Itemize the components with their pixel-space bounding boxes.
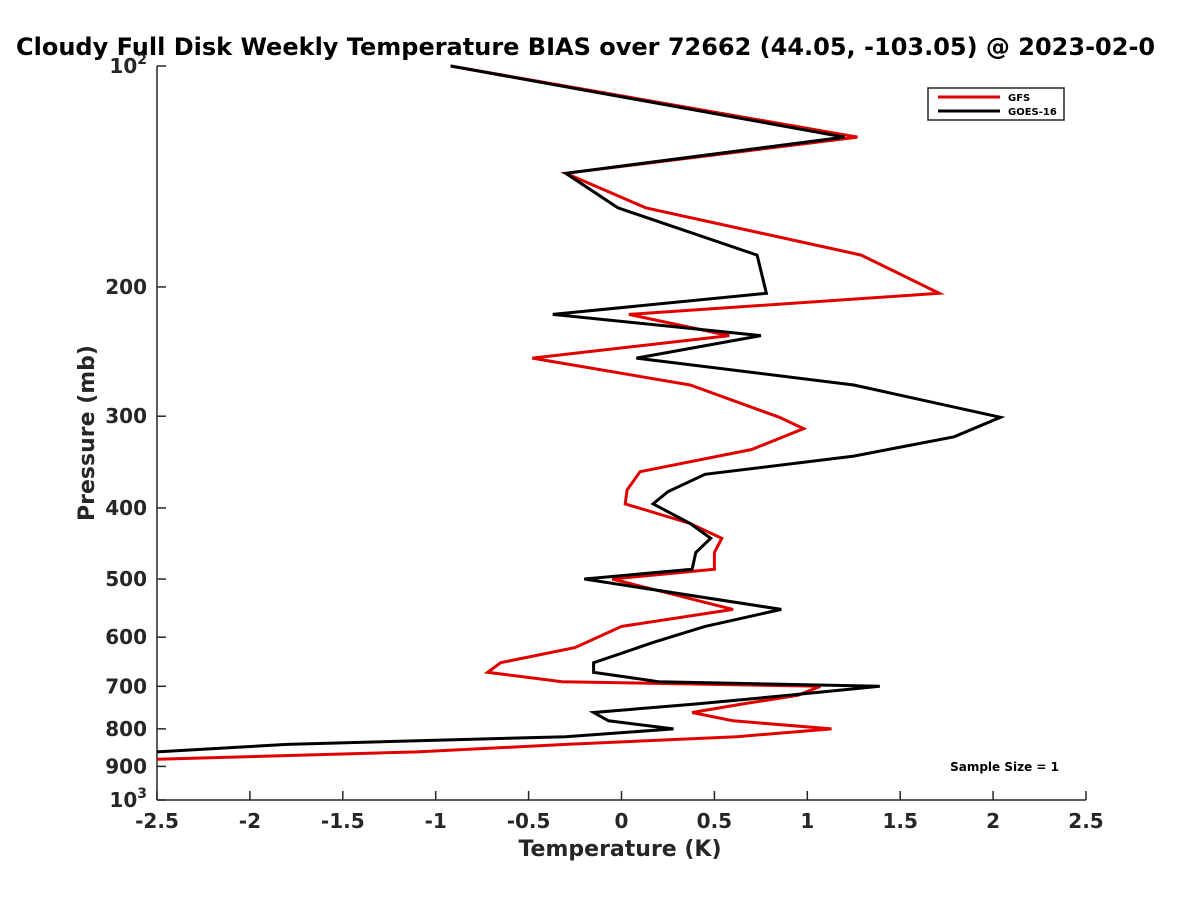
y-tick-label: 600 [105,625,147,649]
tick-marks: -2.5 -2 -1.5 -1 -0.5 0 0.5 1 1.5 2 2.5 102 200 300 400… [105,52,1103,833]
legend-label-goes-16: GOES-16 [1008,107,1057,118]
legend: GFS GOES-16 [927,87,1065,121]
y-tick-label: 500 [105,567,147,591]
y-tick-label: 900 [105,754,147,778]
x-tick-label: -2.5 [135,809,179,833]
x-tick-label: 1.5 [882,809,917,833]
y-tick-label: 700 [105,674,147,698]
legend-label-gfs: GFS [1008,93,1030,104]
sample-size-annotation: Sample Size = 1 [950,760,1059,774]
legend-box [927,87,1065,121]
x-tick-label: 0 [615,809,629,833]
y-tick-label: 800 [105,717,147,741]
x-tick-label: -2 [239,809,261,833]
x-tick-label: 2 [986,809,1000,833]
y-tick-label: 400 [105,496,147,520]
x-tick-label: 1 [800,809,814,833]
axes [156,66,1086,801]
chart-title: Cloudy Full Disk Weekly Temperature BIAS… [16,33,1155,61]
y-tick-label: 102 [109,52,147,78]
y-axis-label: Pressure (mb) [75,345,100,521]
series-line-gfs [157,64,945,761]
x-tick-label: -0.5 [507,809,551,833]
x-tick-label: -1.5 [321,809,365,833]
x-axis-label: Temperature (K) [518,837,721,862]
y-tick-exponent: 2 [137,52,147,68]
x-tick-label: 2.5 [1068,809,1103,833]
y-tick-exponent: 3 [137,786,147,802]
data-series [157,64,1006,761]
x-tick-label: -1 [425,809,447,833]
series-line-goes-16 [157,64,1006,754]
y-tick-label: 300 [105,404,147,428]
y-tick-label: 200 [105,275,147,299]
x-tick-label: 0.5 [697,809,732,833]
